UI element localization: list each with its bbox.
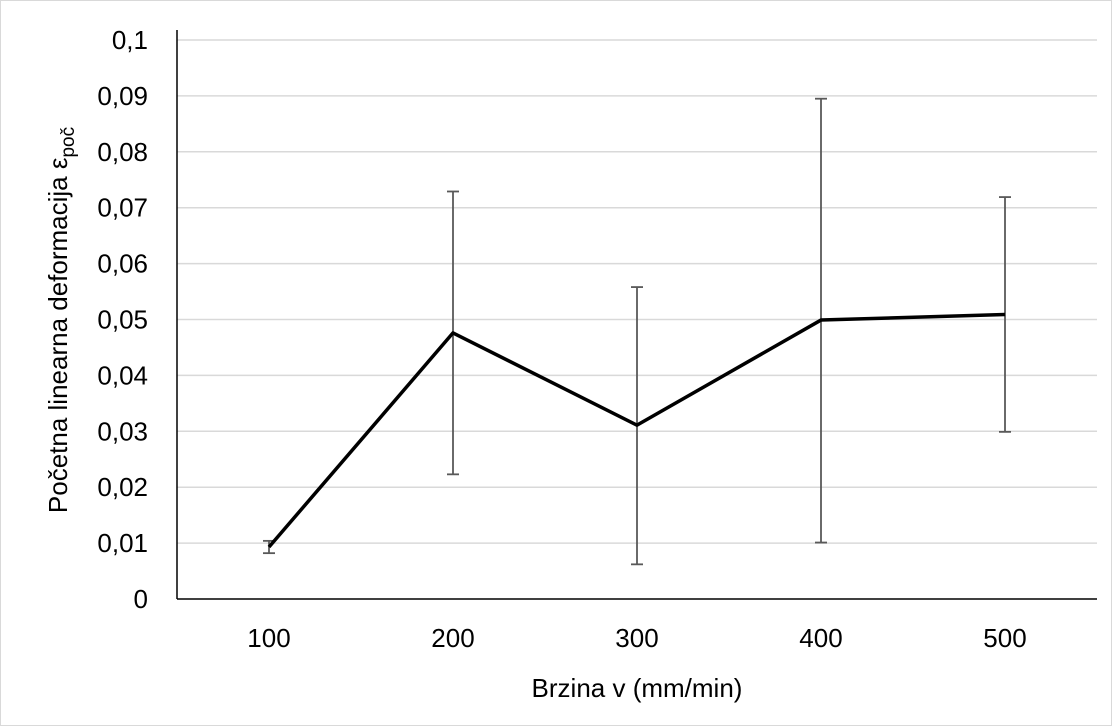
y-tick-label: 0,07 [97, 193, 148, 223]
y-tick-label: 0,1 [112, 25, 148, 55]
y-tick-label: 0,04 [97, 360, 148, 390]
y-tick-label: 0,09 [97, 81, 148, 111]
x-tick-label: 200 [431, 623, 474, 653]
error-bars [263, 97, 1011, 566]
x-tick-label: 400 [799, 623, 842, 653]
y-tick-label: 0,05 [97, 305, 148, 335]
x-axis-title: Brzina v (mm/min) [532, 673, 743, 703]
x-tick-label: 500 [983, 623, 1026, 653]
y-axis-title-main: Početna linearna deformacija ε [43, 157, 73, 513]
x-tick-label: 300 [615, 623, 658, 653]
y-tick-label: 0,01 [97, 528, 148, 558]
y-tick-label: 0,06 [97, 249, 148, 279]
y-axis-title: Početna linearna deformacija εpoč [43, 127, 79, 513]
y-tick-label: 0 [134, 584, 148, 614]
y-axis-title-subscript: poč [58, 127, 79, 158]
x-tick-label: 100 [247, 623, 290, 653]
y-tick-labels: 0 0,01 0,02 0,03 0,04 0,05 0,06 0,07 0,08 0,09 0,1 [97, 25, 148, 614]
y-tick-label: 0,03 [97, 416, 148, 446]
series-layer [267, 312, 1006, 549]
x-tick-labels: 100 200 300 400 500 [247, 623, 1026, 653]
gridlines [177, 39, 1097, 544]
y-tick-label: 0,08 [97, 137, 148, 167]
y-tick-label: 0,02 [97, 472, 148, 502]
series-line [267, 312, 1006, 549]
